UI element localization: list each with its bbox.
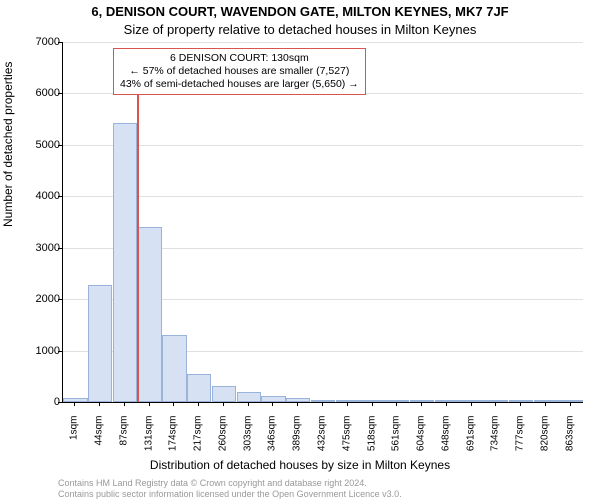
x-tick-label: 648sqm — [440, 416, 451, 464]
y-tick-label: 2000 — [25, 293, 60, 305]
x-tick-mark — [198, 402, 199, 406]
x-tick-mark — [446, 402, 447, 406]
chart-title-line2: Size of property relative to detached ho… — [0, 22, 600, 37]
histogram-bar — [113, 123, 137, 402]
x-tick-label: 303sqm — [242, 416, 253, 464]
x-tick-label: 87sqm — [118, 416, 129, 464]
x-tick-label: 44sqm — [94, 416, 105, 464]
histogram-bar — [286, 398, 310, 402]
x-tick-mark — [396, 402, 397, 406]
histogram-bar — [558, 400, 582, 402]
x-tick-label: 389sqm — [292, 416, 303, 464]
x-tick-label: 260sqm — [217, 416, 228, 464]
histogram-bar — [509, 400, 533, 402]
y-tick-label: 4000 — [25, 190, 60, 202]
y-tick-label: 0 — [25, 396, 60, 408]
x-tick-mark — [495, 402, 496, 406]
y-axis-label: Number of detached properties — [1, 62, 15, 227]
y-tick-label: 5000 — [25, 139, 60, 151]
histogram-bar — [360, 400, 384, 402]
gridline — [63, 42, 583, 43]
histogram-bar — [311, 400, 335, 402]
histogram-bar — [435, 400, 459, 402]
annotation-box: 6 DENISON COURT: 130sqm ← 57% of detache… — [113, 48, 366, 95]
x-tick-mark — [372, 402, 373, 406]
x-tick-label: 863sqm — [564, 416, 575, 464]
x-tick-mark — [322, 402, 323, 406]
x-tick-label: 820sqm — [539, 416, 550, 464]
histogram-bar — [162, 335, 186, 402]
x-tick-mark — [520, 402, 521, 406]
histogram-bar — [138, 227, 162, 402]
annotation-line3: 43% of semi-detached houses are larger (… — [120, 78, 359, 91]
x-tick-label: 604sqm — [416, 416, 427, 464]
x-tick-mark — [545, 402, 546, 406]
histogram-bar — [459, 400, 483, 402]
x-tick-mark — [124, 402, 125, 406]
x-tick-label: 777sqm — [515, 416, 526, 464]
x-tick-mark — [471, 402, 472, 406]
x-tick-mark — [74, 402, 75, 406]
x-tick-label: 131sqm — [143, 416, 154, 464]
x-tick-mark — [421, 402, 422, 406]
x-tick-mark — [99, 402, 100, 406]
x-tick-label: 691sqm — [465, 416, 476, 464]
property-marker-line — [137, 92, 139, 402]
footer-line2: Contains public sector information licen… — [58, 489, 402, 499]
x-tick-label: 734sqm — [490, 416, 501, 464]
histogram-bar — [237, 392, 261, 402]
histogram-bar — [212, 386, 236, 402]
x-tick-mark — [297, 402, 298, 406]
x-tick-mark — [570, 402, 571, 406]
x-tick-mark — [223, 402, 224, 406]
x-tick-mark — [173, 402, 174, 406]
y-tick-label: 3000 — [25, 242, 60, 254]
annotation-line2: ← 57% of detached houses are smaller (7,… — [120, 65, 359, 78]
x-tick-mark — [149, 402, 150, 406]
annotation-line1: 6 DENISON COURT: 130sqm — [120, 52, 359, 65]
footer-line1: Contains HM Land Registry data © Crown c… — [58, 478, 367, 488]
x-tick-label: 432sqm — [317, 416, 328, 464]
histogram-bar — [63, 398, 87, 402]
histogram-bar — [187, 374, 211, 402]
x-tick-mark — [272, 402, 273, 406]
histogram-bar — [534, 400, 558, 402]
x-tick-label: 518sqm — [366, 416, 377, 464]
x-tick-label: 561sqm — [391, 416, 402, 464]
y-tick-label: 6000 — [25, 87, 60, 99]
x-tick-label: 346sqm — [267, 416, 278, 464]
x-tick-mark — [248, 402, 249, 406]
histogram-bar — [88, 285, 112, 402]
x-tick-label: 475sqm — [341, 416, 352, 464]
histogram-bar — [385, 400, 409, 402]
x-tick-mark — [347, 402, 348, 406]
histogram-bar — [261, 396, 285, 402]
histogram-bar — [410, 400, 434, 402]
x-axis-label: Distribution of detached houses by size … — [0, 458, 600, 472]
chart-container: 6, DENISON COURT, WAVENDON GATE, MILTON … — [0, 0, 600, 500]
histogram-bar — [336, 400, 360, 402]
y-tick-label: 7000 — [25, 36, 60, 48]
chart-title-line1: 6, DENISON COURT, WAVENDON GATE, MILTON … — [0, 4, 600, 19]
gridline — [63, 196, 583, 197]
plot-area: 6 DENISON COURT: 130sqm ← 57% of detache… — [62, 42, 583, 403]
x-tick-label: 1sqm — [69, 416, 80, 464]
y-tick-label: 1000 — [25, 345, 60, 357]
x-tick-label: 217sqm — [193, 416, 204, 464]
histogram-bar — [484, 400, 508, 402]
x-tick-label: 174sqm — [168, 416, 179, 464]
gridline — [63, 145, 583, 146]
